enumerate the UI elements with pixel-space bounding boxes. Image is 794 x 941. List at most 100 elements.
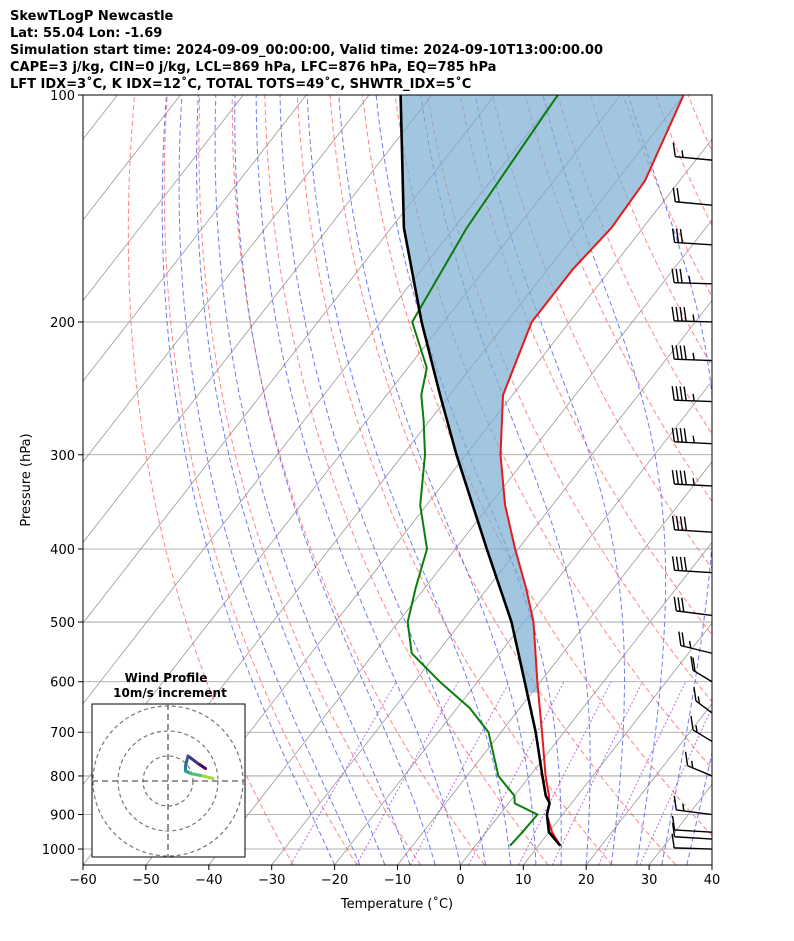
y-axis-label: Pressure (hPa)	[19, 433, 34, 526]
wind-barb-half-flag	[689, 276, 690, 283]
wind-barb	[673, 228, 712, 244]
wind-barb-flag	[680, 516, 682, 530]
wind-barb-flag	[682, 632, 684, 646]
wind-barb-flag	[673, 188, 675, 202]
wind-barb-staff	[674, 442, 712, 444]
wind-barb-flag	[684, 471, 686, 485]
wind-barb-flag	[680, 345, 682, 359]
wind-barb-flag	[677, 188, 679, 202]
wind-barb-flag	[679, 632, 681, 646]
wind-barb-flag	[674, 597, 676, 611]
wind-barb-flag	[676, 307, 678, 321]
wind-barb-half-flag	[690, 641, 691, 648]
isotherm-line	[649, 95, 794, 865]
x-tick-label: 0	[456, 873, 464, 888]
wind-barb	[691, 716, 712, 742]
wind-barb-half-flag	[693, 478, 694, 485]
mixing-ratio-line	[291, 682, 397, 865]
wind-barb-flag	[672, 307, 674, 321]
wind-barb-staff	[675, 570, 712, 572]
wind-barb-flag	[686, 752, 688, 766]
wind-barb	[673, 556, 712, 572]
wind-barb-half-flag	[698, 696, 699, 703]
x-tick-label: 30	[641, 873, 658, 888]
x-tick-label: 40	[704, 873, 721, 888]
wind-barb-flag	[680, 386, 682, 400]
wind-barb-staff	[674, 400, 712, 401]
wind-barb	[679, 632, 712, 654]
x-tick-label: −10	[384, 873, 411, 888]
wind-barb-flag	[682, 598, 684, 612]
isotherm-line	[712, 95, 794, 865]
y-tick-label: 800	[50, 770, 75, 785]
mixing-ratio-line	[519, 682, 611, 865]
wind-barb	[691, 656, 712, 682]
wind-barb-flag	[684, 307, 686, 321]
wind-barb-flag	[672, 386, 674, 400]
wind-barb-flag	[677, 516, 679, 530]
y-tick-label: 300	[50, 449, 75, 464]
wind-barb-half-flag	[683, 804, 684, 811]
wind-barb	[672, 428, 712, 444]
wind-barb	[694, 687, 712, 713]
wind-barb	[674, 796, 712, 815]
moist-adiabat-line	[628, 95, 715, 865]
x-tick-label: 20	[578, 873, 595, 888]
dry-adiabat-line	[623, 95, 794, 865]
wind-barb-flag	[680, 269, 682, 283]
y-tick-label: 200	[50, 316, 75, 331]
y-tick-label: 400	[50, 543, 75, 558]
x-tick-label: −30	[258, 873, 285, 888]
wind-barb-flag	[684, 387, 686, 401]
y-tick-label: 500	[50, 616, 75, 631]
wind-barb	[672, 269, 712, 284]
wind-barb-flag	[684, 346, 686, 360]
wind-barb-flag	[672, 269, 674, 283]
wind-barb-staff	[674, 283, 712, 284]
x-tick-label: −50	[132, 873, 159, 888]
y-tick-label: 700	[50, 726, 75, 741]
mixing-ratio-line	[410, 682, 509, 865]
moist-adiabat-line	[712, 95, 794, 865]
wind-barb-flag	[674, 796, 676, 810]
hodograph-title: Wind Profile	[125, 671, 208, 685]
wind-barb	[673, 143, 712, 160]
wind-barb-half-flag	[693, 314, 694, 321]
y-tick-label: 600	[50, 676, 75, 691]
wind-barb-flag	[672, 470, 674, 484]
wind-barb-flag	[673, 556, 675, 570]
wind-barb-flag	[676, 386, 678, 400]
wind-barb-half-flag	[682, 150, 683, 157]
y-tick-label: 100	[50, 89, 75, 104]
wind-barb-flag	[684, 557, 686, 571]
wind-barb-half-flag	[693, 394, 694, 401]
dry-adiabat-line	[753, 95, 794, 865]
wind-barb-half-flag	[693, 436, 694, 443]
wind-barb-flag	[680, 557, 682, 571]
wind-barb-staff	[675, 830, 712, 832]
mixing-ratio-line	[552, 682, 642, 865]
x-tick-label: 10	[515, 873, 532, 888]
y-tick-label: 1000	[42, 843, 75, 858]
moist-adiabat-line	[687, 95, 777, 865]
dry-adiabat-line	[721, 95, 794, 865]
wind-barb	[672, 307, 712, 322]
wind-barb-flag	[691, 716, 693, 730]
x-tick-label: −40	[195, 873, 222, 888]
y-tick-label: 900	[50, 809, 75, 824]
wind-barb	[673, 188, 712, 205]
wind-barb-flag	[680, 471, 682, 485]
wind-barb-staff	[676, 810, 712, 815]
x-tick-label: −20	[321, 873, 348, 888]
wind-barb-flag	[672, 345, 674, 359]
wind-barb-flag	[677, 557, 679, 571]
wind-barb-half-flag	[692, 761, 693, 768]
wind-barb-staff	[675, 202, 712, 205]
wind-barb-flag	[676, 345, 678, 359]
wind-barb-flag	[680, 428, 682, 442]
wind-barb-flag	[680, 229, 682, 243]
wind-barb-staff	[674, 359, 712, 360]
wind-barb-half-flag	[696, 725, 697, 732]
wind-barb	[673, 516, 712, 532]
